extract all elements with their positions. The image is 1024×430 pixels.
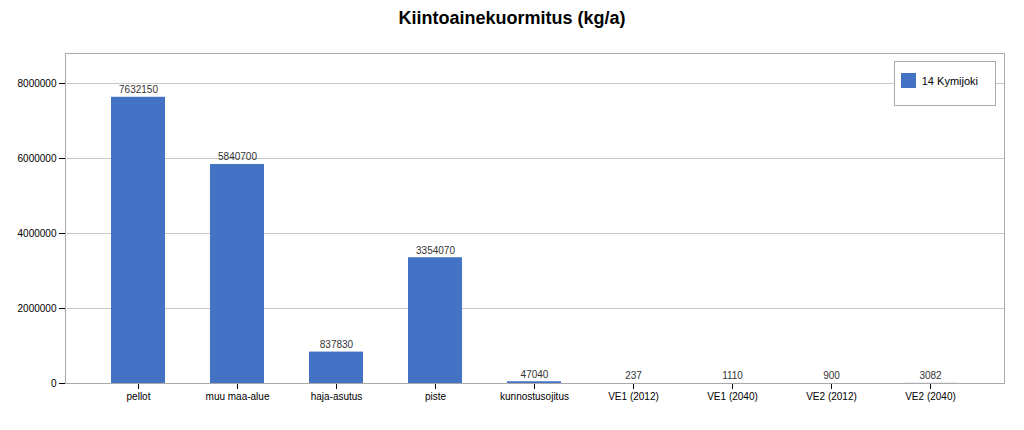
svg-text:3082: 3082 xyxy=(919,370,942,381)
svg-text:7632150: 7632150 xyxy=(119,84,158,95)
svg-text:8000000: 8000000 xyxy=(18,78,57,89)
svg-text:VE1 (2040): VE1 (2040) xyxy=(707,391,758,402)
svg-text:837830: 837830 xyxy=(320,339,354,350)
html-text:14 Kymijoki: 14 Kymijoki xyxy=(921,74,978,87)
svg-text:4000000: 4000000 xyxy=(18,228,57,239)
svg-text:3354070: 3354070 xyxy=(416,245,455,256)
svg-text:47040: 47040 xyxy=(521,369,549,380)
svg-text:kunnostusojitus: kunnostusojitus xyxy=(500,391,569,402)
svg-text:muu maa-alue: muu maa-alue xyxy=(206,391,270,402)
svg-text:pellot: pellot xyxy=(127,391,151,402)
svg-text:VE2 (2040): VE2 (2040) xyxy=(905,391,956,402)
svg-text:900: 900 xyxy=(823,370,840,381)
svg-text:5840700: 5840700 xyxy=(218,151,257,162)
svg-text:VE1 (2012): VE1 (2012) xyxy=(608,391,659,402)
svg-text:0: 0 xyxy=(51,378,57,389)
svg-text:1110: 1110 xyxy=(722,370,743,381)
svg-text:piste: piste xyxy=(425,391,447,402)
svg-text:2000000: 2000000 xyxy=(18,303,57,314)
svg-text:6000000: 6000000 xyxy=(18,153,57,164)
svg-text:VE2 (2012): VE2 (2012) xyxy=(806,391,857,402)
svg-text:haja-asutus: haja-asutus xyxy=(311,391,363,402)
html-text:Kiintoainekuormitus (kg/a): Kiintoainekuormitus (kg/a) xyxy=(398,8,626,28)
svg-text:237: 237 xyxy=(625,370,642,381)
